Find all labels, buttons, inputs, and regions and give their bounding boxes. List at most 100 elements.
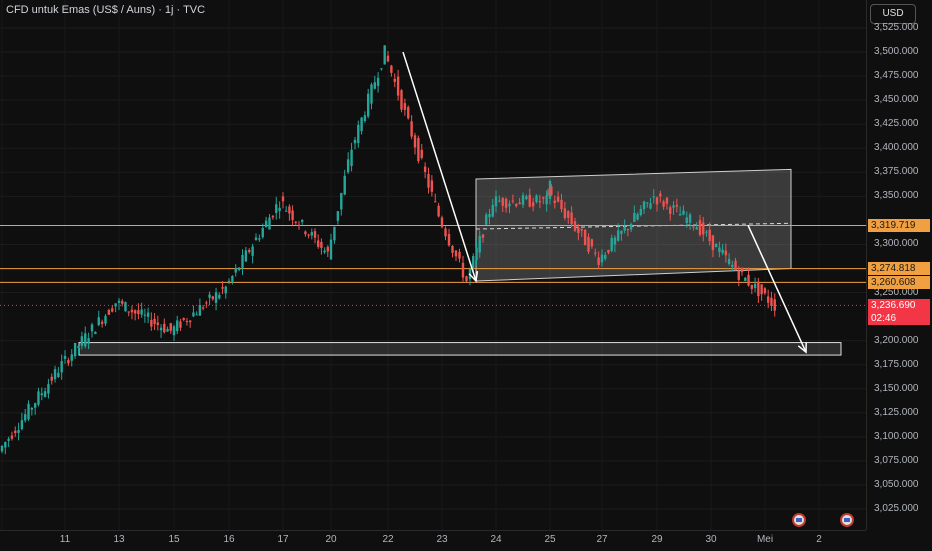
- candle-body: [205, 302, 208, 304]
- candle-body: [291, 210, 294, 221]
- time-axis[interactable]: [0, 530, 866, 551]
- candle-body: [652, 196, 655, 198]
- candle-body: [67, 360, 70, 364]
- candle-body: [639, 208, 643, 216]
- candle-body: [50, 376, 53, 381]
- candle-body: [224, 286, 227, 294]
- candle-body: [137, 310, 140, 315]
- candle-body: [140, 309, 143, 315]
- candle-body: [504, 198, 508, 208]
- candle-body: [261, 227, 264, 238]
- currency-button[interactable]: USD: [870, 4, 916, 24]
- candle-body: [659, 193, 662, 197]
- candle-body: [447, 234, 451, 246]
- candle-body: [763, 288, 767, 294]
- candle-body: [114, 303, 117, 307]
- price-tick-label: 3,400.000: [874, 142, 919, 154]
- candle-body: [675, 204, 679, 207]
- level-tag-3260: 3,260.608: [868, 275, 930, 289]
- candle-body: [521, 195, 525, 205]
- candle-body: [70, 354, 73, 361]
- candle-body: [350, 149, 353, 167]
- candle-body: [288, 206, 291, 214]
- candle-body: [692, 226, 695, 228]
- candle-body: [553, 200, 556, 203]
- candle-body: [708, 229, 711, 241]
- candle-body: [682, 210, 685, 215]
- last-price-value: 3,236.690: [871, 300, 916, 312]
- candle-body: [380, 68, 383, 70]
- candle-body: [491, 205, 494, 217]
- candle-body: [430, 180, 434, 192]
- candle-body: [182, 318, 185, 320]
- candle-body: [130, 309, 134, 313]
- candle-body: [538, 201, 542, 203]
- candle-body: [346, 159, 350, 173]
- candle-body: [734, 260, 737, 271]
- candle-body: [386, 55, 390, 62]
- candle-body: [97, 317, 100, 326]
- time-label: 2: [816, 534, 822, 545]
- candle-body: [150, 319, 153, 327]
- us-flag-event-icon[interactable]: [840, 513, 854, 527]
- candle-body: [737, 270, 740, 280]
- candle-body: [546, 193, 550, 195]
- price-tick-label: 3,100.000: [874, 430, 919, 442]
- candle-body: [567, 211, 570, 218]
- candle-body: [417, 137, 420, 161]
- level-tag-3274: 3,274.818: [868, 262, 930, 276]
- candle-body: [440, 217, 444, 228]
- candle-body: [264, 220, 268, 228]
- candle-body: [353, 139, 357, 144]
- candle-body: [20, 420, 24, 430]
- candle-body: [721, 249, 724, 254]
- price-tick-label: 3,500.000: [874, 46, 919, 58]
- candle-body: [451, 245, 454, 253]
- price-chart[interactable]: [0, 0, 866, 530]
- time-label: 11: [59, 534, 71, 545]
- candle-body: [407, 107, 410, 119]
- candle-body: [10, 435, 14, 439]
- candle-body: [434, 201, 437, 203]
- candle-body: [214, 292, 218, 303]
- candle-body: [560, 199, 563, 210]
- price-tick-label: 3,525.000: [874, 22, 919, 33]
- candle-body: [320, 241, 323, 248]
- candle-body: [577, 227, 580, 234]
- chart-area[interactable]: [0, 0, 866, 530]
- price-tick-label: 3,200.000: [874, 334, 919, 346]
- candle-body: [53, 369, 57, 380]
- time-label: 22: [382, 534, 394, 545]
- candle-body: [340, 192, 343, 210]
- candle-body: [77, 345, 80, 348]
- candle-body: [535, 195, 538, 203]
- candle-body: [367, 93, 370, 117]
- candle-body: [4, 442, 7, 448]
- candle-body: [740, 267, 744, 273]
- candle-body: [14, 430, 17, 434]
- candle-body: [294, 221, 297, 223]
- candle-body: [642, 201, 646, 210]
- candle-body: [373, 82, 376, 89]
- candle-body: [744, 277, 747, 281]
- candle-body: [251, 246, 254, 256]
- candle-body: [241, 254, 244, 268]
- candle-body: [333, 226, 336, 241]
- candle-body: [488, 214, 491, 218]
- us-flag-event-icon[interactable]: [792, 513, 806, 527]
- candle-body: [597, 257, 600, 265]
- candle-body: [616, 230, 620, 241]
- candle-body: [84, 333, 87, 347]
- candle-body: [465, 276, 468, 282]
- price-axis[interactable]: [866, 0, 932, 530]
- price-tick-label: 3,150.000: [874, 382, 919, 394]
- candle-body: [37, 391, 40, 405]
- candle-body: [646, 202, 649, 204]
- candle-body: [143, 314, 147, 316]
- candle-body: [580, 228, 583, 231]
- candle-body: [307, 234, 310, 236]
- candle-body: [711, 235, 715, 251]
- candle-body: [304, 231, 307, 235]
- candle-body: [313, 231, 317, 238]
- candle-body: [427, 173, 430, 188]
